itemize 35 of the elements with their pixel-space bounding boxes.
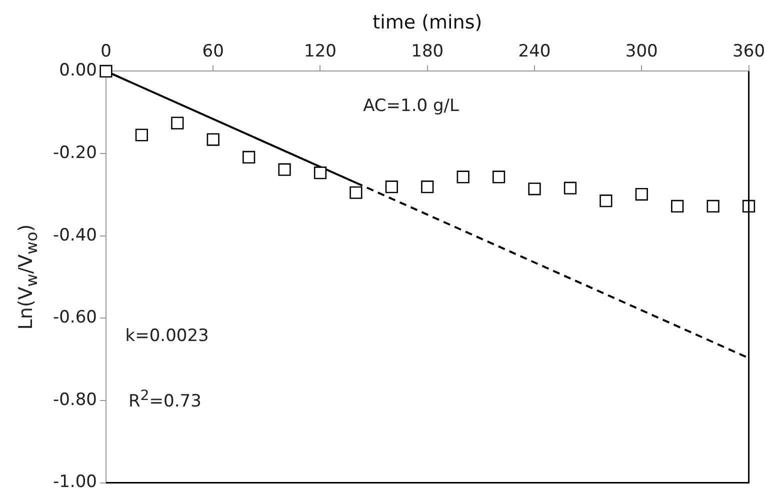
y-tick-label: -0.80 (52, 390, 97, 410)
point (242, 150, 256, 164)
point (456, 170, 470, 184)
point (564, 182, 577, 194)
point (671, 200, 684, 213)
annotation: k=0.0023 (125, 326, 209, 346)
x-axis-title: time (mins) (372, 11, 482, 34)
x-tick-label: 360 (732, 41, 766, 62)
y-tick-label: -0.20 (52, 142, 97, 163)
point (528, 182, 541, 196)
x-tick-label: 240 (518, 41, 551, 62)
x-tick-label: 0 (100, 41, 112, 62)
point (314, 166, 327, 180)
point (706, 200, 720, 213)
annotation: R$^{2}$=0.73 (128, 388, 202, 412)
point (492, 170, 506, 184)
x-tick-label: 120 (304, 41, 336, 62)
point (135, 128, 148, 142)
point (385, 180, 398, 194)
point (421, 180, 434, 194)
annotation: AC=1.0 g/L (363, 96, 459, 116)
x-tick-label: 60 (202, 41, 224, 62)
point (350, 186, 362, 199)
point (171, 116, 184, 130)
point (600, 194, 612, 208)
point (100, 64, 112, 78)
y-tick-label: -0.60 (52, 308, 97, 328)
x-tick-label: 300 (625, 41, 658, 62)
point (206, 133, 220, 146)
x-tick-label: 180 (411, 41, 444, 62)
y-tick-label: -0.40 (52, 225, 97, 246)
point (635, 188, 648, 201)
y-tick-label: 0.00 (59, 60, 97, 81)
y-tick-label: -1.00 (52, 472, 97, 492)
point (278, 163, 291, 176)
